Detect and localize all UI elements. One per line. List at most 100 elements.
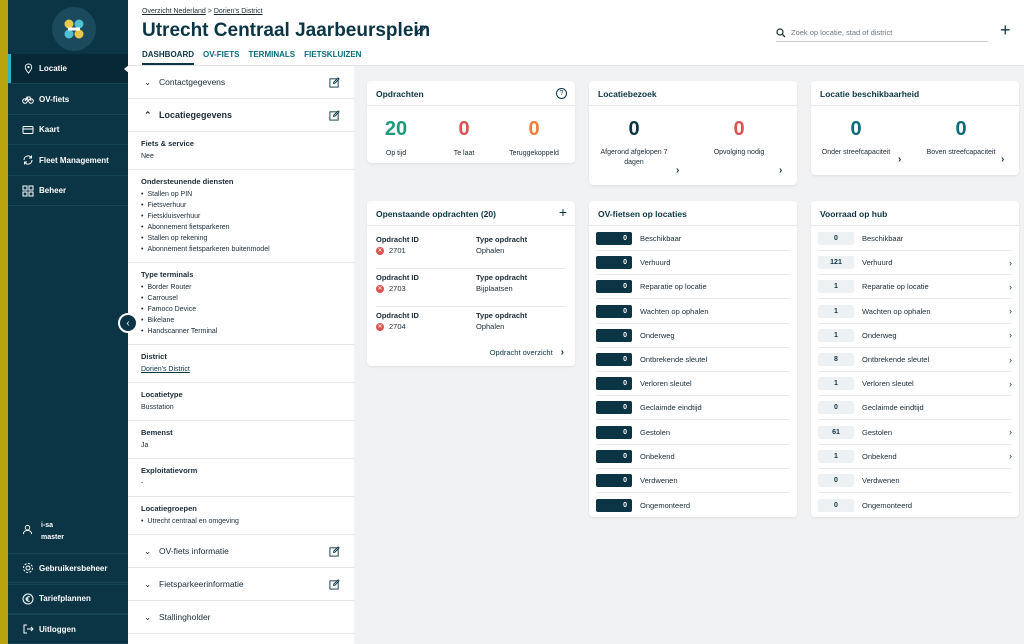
status-label: Verhuurd [862,258,893,268]
chevron-right-icon[interactable]: › [1009,451,1012,462]
nav-tariefplannen[interactable]: Tariefplannen [8,583,128,614]
district-link[interactable]: Dorien's District [141,366,190,373]
stat-label: Onder streefcapaciteit [821,149,891,156]
tab-fietskluizen[interactable]: FIETSKLUIZEN [304,50,362,59]
status-label: Onderweg [862,330,897,340]
accordion-stallingholder[interactable]: ⌄ Stallingholder [128,601,354,634]
app-logo[interactable] [52,7,96,51]
opdracht-overzicht-link[interactable]: Opdracht overzicht › [490,347,564,358]
edit-icon[interactable] [329,546,340,559]
chevron-right-icon[interactable]: › [1009,354,1012,365]
voorraad-status-row[interactable]: 8 Ontbrekende sleutel › [818,348,1012,372]
search-input[interactable]: Zoek op locatie, stad of district [776,24,988,42]
count-badge: 0 [596,304,632,318]
list-item: Bikelane [141,315,341,326]
opdracht-id: 2703 [389,284,406,293]
edit-title-button[interactable] [415,24,427,38]
stat-value: 0 [628,118,640,140]
breadcrumb-overzicht[interactable]: Overzicht Nederland [142,8,206,15]
open-opdracht-row[interactable]: Opdracht ID ✕ 2701 Type opdracht Ophalen [376,233,566,269]
search-icon [776,27,786,37]
openstaande-opdrachten-card: Openstaande opdrachten (20) + Opdracht o… [367,201,575,366]
accordion-contactgegevens[interactable]: ⌄ Contactgegevens [128,66,354,99]
add-button[interactable]: + [1000,20,1011,40]
nav-gebruikersbeheer[interactable]: Gebruikersbeheer [8,553,128,583]
count-badge: 0 [818,232,854,245]
tab-terminals[interactable]: TERMINALS [248,50,296,59]
section-title: Ondersteunende diensten [141,177,234,186]
accordion-label: OV-fiets informatie [159,546,229,556]
users-gear-icon [22,562,34,574]
voorraad-status-row[interactable]: 61 Gestolen › [818,421,1012,445]
chevron-left-icon: ‹ [126,317,130,329]
help-icon[interactable]: ? [556,88,567,99]
accordion-label: Fietsparkeerinformatie [159,579,244,589]
stat-value: 0 [850,118,862,140]
tab-ov-fiets[interactable]: OV-FIETS [203,50,240,59]
type-opdracht-value: Ophalen [476,322,505,331]
add-opdracht-button[interactable]: + [558,204,567,220]
chevron-right-icon[interactable]: › [1009,306,1012,317]
chevron-right-icon[interactable]: › [1009,378,1012,389]
opdrachten-card: Opdrachten ? 20 Op tijd 0 Te laat 0 Teruggeko… [367,81,575,163]
edit-icon[interactable] [329,579,340,592]
opdracht-id: 2704 [389,322,406,331]
user-role: master [41,534,64,541]
section-title: District [141,352,167,361]
stat-value: 20 [384,118,408,140]
accordion-ov-fiets-informatie[interactable]: ⌄ OV-fiets informatie [128,535,354,568]
user-name: i-sa [41,522,54,529]
chevron-right-icon[interactable]: › [1009,281,1012,292]
ov-fiets-status-row: 0 Ontbrekende sleutel [596,348,790,372]
nav-ov-fiets[interactable]: OV-fiets [8,85,128,115]
nav-uitloggen[interactable]: Uitloggen [8,614,128,644]
voorraad-status-row: 0 Verdwenen [818,469,1012,493]
voorraad-status-row: 0 Beschikbaar [818,227,1012,251]
nav-kaart[interactable]: Kaart [8,115,128,145]
status-label: Beschikbaar [862,234,904,243]
status-label: Wachten op ophalen [862,306,931,316]
chevron-right-icon[interactable]: › [898,154,902,165]
voorraad-status-row[interactable]: 1 Onbekend › [818,445,1012,469]
edit-icon[interactable] [329,110,340,123]
open-opdracht-row[interactable]: Opdracht ID ✕ 2704 Type opdracht Ophalen [376,309,566,345]
nav-fleet-management[interactable]: Fleet Management [8,146,128,176]
collapse-sidebar-button[interactable]: ‹ [118,313,138,333]
voorraad-status-row[interactable]: 121 Verhuurd › [818,251,1012,276]
divider [589,105,797,106]
chevron-down-icon: ⌄ [144,545,152,556]
error-icon: ✕ [376,322,384,331]
user-profile[interactable]: i-sa master [22,522,64,541]
opdracht-id: 2701 [389,246,406,255]
chevron-right-icon[interactable]: › [1001,154,1005,165]
status-label: Reparatie op locatie [862,282,929,292]
tab-dashboard[interactable]: DASHBOARD [142,50,194,65]
status-label: Onbekend [862,451,897,461]
status-label: Reparatie op locatie [640,282,707,292]
voorraad-status-row[interactable]: 1 Verloren sleutel › [818,372,1012,397]
voorraad-status-row[interactable]: 1 Reparatie op locatie › [818,275,1012,300]
section-title: Type terminals [141,270,194,279]
voorraad-status-row[interactable]: 1 Onderweg › [818,324,1012,348]
count-badge: 0 [596,474,632,487]
accordion-fietskluisinformatie[interactable]: ⌄Fietskluisinformatie [128,634,354,644]
status-label: Gestolen [640,427,671,437]
status-label: Ontbrekende sleutel [862,355,930,364]
chevron-right-icon[interactable]: › [1009,257,1012,268]
stat-value: 0 [458,118,470,140]
voorraad-card: Voorraad op hub 0 Beschikbaar 121 Verhuurd ›… [811,201,1019,517]
chevron-right-icon[interactable]: › [676,165,680,176]
chevron-right-icon[interactable]: › [1009,330,1012,341]
nav-beheer[interactable]: Beheer [8,176,128,206]
nav-locatie[interactable]: Locatie [8,54,129,84]
breadcrumb-district[interactable]: Dorien's District [213,8,263,15]
accordion-locatiegegevens[interactable]: ⌃ Locatiegegevens [128,99,354,132]
chevron-right-icon[interactable]: › [779,165,783,176]
chevron-right-icon[interactable]: › [1009,427,1012,438]
accordion-fietsparkeerinformatie[interactable]: ⌄ Fietsparkeerinformatie [128,568,354,601]
voorraad-status-row[interactable]: 1 Wachten op ophalen › [818,300,1012,324]
edit-icon[interactable] [329,77,340,90]
open-opdracht-row[interactable]: Opdracht ID ✕ 2703 Type opdracht Bijplaatsen [376,271,566,307]
breadcrumb-separator: > [207,8,212,15]
detail-section: Type terminals Border RouterCarrouselFamo… [128,263,354,345]
